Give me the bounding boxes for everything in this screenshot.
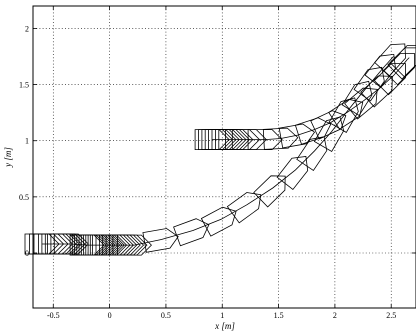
x-tick-label: 1 [220,311,224,320]
pose-marker [262,127,299,150]
pose-marker [296,136,328,172]
pose-marker [142,228,179,253]
pose-marker [344,87,378,120]
y-tick-label: 1.5 [19,81,29,90]
y-tick-label: 0 [25,249,29,258]
trajectory-line [212,57,410,140]
pose-marker [253,175,286,208]
y-axis-label: y [m] [3,147,13,168]
pose-marker [353,66,385,102]
axes-frame [32,5,416,309]
pose-marker [360,75,393,108]
pose-marker [313,116,345,153]
pose-marker [328,97,359,133]
x-axis-label: x [m] [214,321,235,331]
data-layer [24,43,416,256]
pose-marker [276,156,309,191]
tick-marks [33,6,416,308]
x-tick-label: -0.5 [47,311,60,320]
pose-marker [341,80,373,117]
x-tick-label: 0.5 [161,311,171,320]
pose-marker [278,123,316,149]
pose-marker [247,129,283,151]
x-tick-label: 2.5 [386,311,396,320]
pose-marker [173,218,210,247]
x-tick-label: 1.5 [274,311,284,320]
pose-marker [310,110,347,140]
y-tick-label: 0.5 [19,193,29,202]
tick-labels: -0.5 0 0.5 1 1.5 2 2.5 0 0.5 1 1.5 2 [19,24,396,320]
y-tick-label: 1 [25,137,29,146]
pose-marker [200,206,237,237]
grid-lines [33,6,416,308]
pose-marker [226,192,262,224]
x-tick-label: 0 [108,311,112,320]
pose-marker [373,63,406,96]
pose-marker [328,98,364,130]
x-tick-label: 2 [333,311,337,320]
y-tick-label: 2 [25,24,29,33]
pose-marker [382,53,415,86]
pose-marker [389,45,416,78]
